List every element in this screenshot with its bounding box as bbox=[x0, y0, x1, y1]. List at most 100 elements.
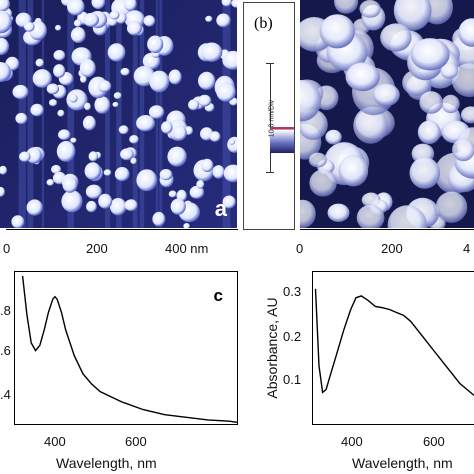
afm-grain bbox=[70, 27, 86, 43]
afm-grain bbox=[212, 165, 225, 179]
afm-grain bbox=[57, 109, 65, 117]
afm-grain bbox=[209, 131, 221, 142]
afm-grain bbox=[198, 71, 216, 90]
afm-grain bbox=[435, 191, 468, 223]
afm-grain bbox=[327, 203, 350, 222]
afm-grain bbox=[325, 129, 342, 145]
afm-grain bbox=[308, 152, 327, 168]
afm-grain bbox=[82, 115, 96, 131]
afm-grain bbox=[83, 12, 99, 27]
afm-grain bbox=[53, 50, 66, 61]
afm-grain bbox=[69, 93, 78, 103]
afm-grain bbox=[79, 59, 96, 78]
afm-grain bbox=[0, 165, 8, 175]
afm-grain bbox=[356, 204, 385, 228]
afm-grain bbox=[0, 37, 10, 56]
afm-grain bbox=[57, 129, 71, 140]
panel-c-xlabel: Wavelength, nm bbox=[56, 455, 157, 471]
afm-grain bbox=[172, 125, 187, 141]
afm-grain bbox=[417, 120, 441, 145]
afm-grain bbox=[228, 139, 235, 145]
panel-b-tag: (b) bbox=[254, 15, 273, 32]
afm-grain bbox=[159, 169, 173, 181]
afm-grain bbox=[319, 14, 355, 49]
scale-bar-tick-bottom bbox=[266, 172, 274, 173]
afm-grain bbox=[0, 10, 12, 34]
afm-grain bbox=[53, 64, 66, 78]
afm-grain bbox=[118, 125, 129, 135]
afm-image-b bbox=[300, 0, 474, 228]
afm-grain bbox=[201, 42, 223, 62]
afm-streak bbox=[28, 0, 34, 228]
afm-grain bbox=[98, 193, 113, 209]
afm-grain bbox=[353, 106, 388, 144]
afm-grain bbox=[380, 23, 412, 52]
afm-image-a: a bbox=[0, 0, 237, 228]
afm-grain bbox=[80, 75, 87, 83]
afm-grain bbox=[152, 211, 166, 227]
panel-d-ylabel: Absorbance, AU bbox=[264, 297, 280, 399]
scale-bar-color-band bbox=[270, 127, 294, 153]
afm-grain bbox=[183, 223, 190, 228]
afm-streak bbox=[27, 0, 31, 228]
afm-grain bbox=[147, 35, 164, 54]
afm-grain bbox=[67, 0, 85, 16]
afm-grain bbox=[120, 67, 130, 76]
afm-grain bbox=[168, 190, 177, 198]
afm-grain bbox=[46, 83, 60, 95]
afm-grain bbox=[124, 199, 138, 212]
afm-grain bbox=[107, 43, 126, 62]
afm-streak bbox=[67, 0, 75, 228]
afm-grain bbox=[222, 195, 236, 209]
afm-grain bbox=[148, 105, 165, 119]
afm-grain bbox=[201, 158, 214, 172]
afm-grain bbox=[26, 147, 42, 164]
afm-grain bbox=[334, 0, 359, 14]
spectrum-c-line bbox=[21, 276, 238, 424]
afm-grain bbox=[62, 176, 78, 193]
panel-b-tick-0: 0 bbox=[296, 241, 304, 256]
panel-d-plot-frame bbox=[312, 271, 474, 425]
panel-c-plot-frame: c bbox=[14, 271, 238, 425]
afm-grain bbox=[440, 62, 459, 79]
panel-d-ytick-0: 0.3 bbox=[283, 284, 302, 299]
afm-grain bbox=[94, 96, 111, 114]
afm-image-b-svg bbox=[300, 0, 474, 228]
panel-d-xlabel: Wavelength, nm bbox=[352, 455, 453, 471]
afm-grain bbox=[103, 169, 112, 176]
afm-grain bbox=[221, 0, 232, 7]
panel-c-ytick-1: .6 bbox=[0, 343, 11, 358]
afm-grain bbox=[61, 190, 83, 213]
afm-grain bbox=[143, 15, 156, 27]
afm-grain bbox=[216, 82, 236, 102]
afm-grain bbox=[452, 138, 474, 162]
afm-grain bbox=[309, 169, 337, 197]
afm-streak bbox=[116, 0, 122, 228]
afm-grain bbox=[70, 137, 77, 143]
panel-b-tick-1: 200 bbox=[381, 241, 403, 256]
panel-b-scale-box: (b) 10.0 nm/Div bbox=[243, 2, 295, 230]
afm-grain bbox=[35, 58, 44, 67]
afm-grain bbox=[109, 198, 127, 216]
panel-a-tick-2: 400 nm bbox=[165, 241, 209, 256]
panel-c-xtick-1: 600 bbox=[125, 434, 147, 449]
afm-grain bbox=[419, 91, 443, 114]
afm-grain bbox=[205, 15, 213, 22]
afm-grain bbox=[73, 19, 82, 28]
panel-d-xtick-0: 400 bbox=[341, 434, 363, 449]
afm-grain bbox=[196, 180, 205, 189]
panel-c-ytick-0: .8 bbox=[0, 303, 11, 318]
afm-grain bbox=[136, 115, 156, 132]
afm-grain bbox=[168, 69, 182, 85]
scale-bar-line bbox=[270, 63, 271, 173]
afm-grain bbox=[387, 205, 427, 228]
afm-grain bbox=[300, 80, 322, 122]
afm-grain bbox=[0, 0, 10, 12]
afm-grain bbox=[189, 185, 205, 199]
afm-grain bbox=[15, 112, 28, 125]
afm-grain bbox=[85, 184, 102, 199]
afm-streak bbox=[41, 0, 45, 228]
afm-grain bbox=[126, 21, 142, 36]
afm-streak bbox=[139, 0, 145, 228]
afm-grain bbox=[223, 164, 237, 183]
